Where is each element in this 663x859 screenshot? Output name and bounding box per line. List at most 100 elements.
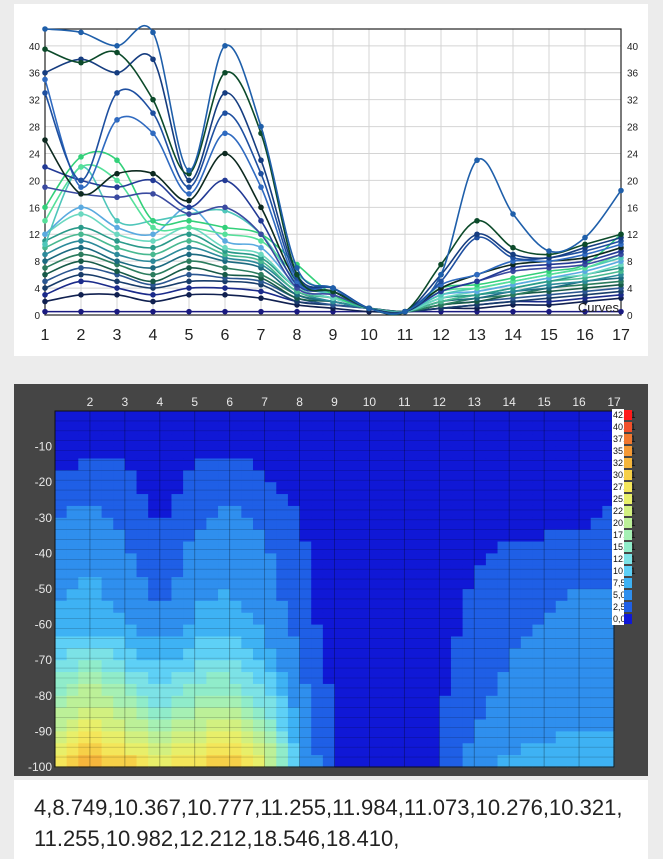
heatmap-cell — [334, 553, 347, 566]
heatmap-cell — [567, 446, 580, 460]
heatmap-cell — [567, 660, 580, 673]
heatmap-cell — [66, 553, 79, 566]
x-tick-label: 12 — [432, 327, 450, 344]
heatmap-cell — [532, 470, 545, 483]
x-tick-label: 9 — [329, 327, 338, 344]
heatmap-cell — [136, 553, 149, 566]
heatmap-cell — [450, 636, 464, 649]
heatmap-cell — [485, 553, 499, 566]
heatmap-cell — [544, 529, 557, 543]
y-tick-label-right: 4 — [627, 284, 633, 295]
heatmap-cell — [450, 529, 464, 543]
heatmap-cell — [229, 624, 242, 638]
data-point — [150, 278, 156, 285]
heatmap-cell — [148, 482, 161, 495]
heatmap-cell — [322, 589, 336, 602]
heatmap-cell — [567, 482, 580, 495]
heatmap-cell — [497, 577, 510, 590]
heatmap-cell — [567, 743, 580, 756]
heatmap-cell — [520, 470, 534, 483]
data-point — [186, 167, 192, 174]
heatmap-cell — [520, 672, 534, 685]
heatmap-cell — [555, 541, 569, 554]
heatmap-cell — [474, 719, 487, 732]
heatmap-cell — [544, 660, 557, 673]
heatmap-cell — [229, 719, 242, 732]
heatmap-cell — [241, 612, 254, 626]
y-tick-label-right: 0 — [627, 311, 633, 322]
heatmap-cell — [579, 600, 592, 614]
heatmap-cell — [369, 565, 382, 578]
heatmap-cell — [241, 600, 254, 614]
heatmap-cell — [416, 505, 429, 519]
contour-x-tick-label: 3 — [122, 395, 129, 409]
heatmap-cell — [520, 660, 534, 673]
heatmap-cell — [101, 600, 114, 614]
heatmap-cell — [509, 731, 522, 744]
heatmap-cell — [334, 731, 347, 744]
heatmap-cell — [392, 458, 405, 471]
heatmap-cell — [474, 529, 487, 543]
heatmap-cell — [369, 600, 382, 614]
heatmap-cell — [66, 577, 79, 590]
heatmap-cell — [346, 517, 359, 531]
heatmap-cell — [322, 470, 336, 483]
heatmap-cell — [78, 731, 91, 744]
heatmap-cell — [124, 505, 138, 519]
heatmap-cell — [322, 755, 336, 768]
heatmap-cell — [579, 660, 592, 673]
heatmap-cell — [439, 458, 452, 471]
heatmap-cell — [124, 517, 138, 531]
contour-x-tick-label: 5 — [191, 395, 198, 409]
heatmap-cell — [555, 494, 569, 507]
heatmap-cell — [55, 470, 68, 483]
heatmap-cell — [264, 755, 277, 768]
heatmap-cell — [462, 743, 475, 756]
heatmap-cell — [555, 470, 569, 483]
heatmap-cell — [602, 648, 615, 661]
data-point — [510, 308, 516, 315]
legend-swatch — [624, 470, 632, 480]
heatmap-cell — [439, 743, 452, 756]
heatmap-cell — [602, 541, 615, 554]
heatmap-cell — [66, 612, 79, 626]
heatmap-cell — [252, 719, 266, 732]
heatmap-cell — [183, 648, 196, 661]
heatmap-cell — [520, 446, 534, 460]
heatmap-cell — [287, 695, 301, 709]
heatmap-cell — [357, 589, 371, 602]
heatmap-cell — [369, 624, 382, 638]
heatmap-cell — [602, 434, 615, 448]
data-point — [222, 231, 228, 238]
contour-y-tick-label: -30 — [35, 511, 53, 525]
heatmap-cell — [404, 541, 417, 554]
heatmap-cell — [485, 458, 499, 471]
data-point — [42, 265, 48, 271]
heatmap-cell — [590, 683, 603, 697]
heatmap-cell — [113, 494, 126, 507]
heatmap-cell — [509, 565, 522, 578]
heatmap-cell — [381, 565, 394, 578]
heatmap-cell — [78, 589, 91, 602]
heatmap-cell — [392, 517, 405, 531]
heatmap-cell — [148, 458, 161, 471]
heatmap-cell — [520, 695, 534, 709]
heatmap-cell — [357, 743, 371, 756]
heatmap-cell — [602, 517, 615, 531]
heatmap-cell — [334, 648, 347, 661]
heatmap-cell — [497, 434, 510, 448]
data-point — [186, 244, 192, 251]
heatmap-cell — [485, 636, 499, 649]
heatmap-cell — [462, 494, 475, 507]
heatmap-cell — [427, 636, 440, 649]
heatmap-cell — [462, 446, 475, 460]
heatmap-cell — [136, 411, 149, 424]
data-point — [114, 258, 120, 264]
heatmap-cell — [276, 600, 289, 614]
heatmap-cell — [124, 589, 138, 602]
heatmap-cell — [206, 648, 219, 661]
data-point — [222, 224, 228, 231]
heatmap-cell — [148, 577, 161, 590]
heatmap-cell — [78, 482, 91, 495]
heatmap-cell — [392, 636, 405, 649]
